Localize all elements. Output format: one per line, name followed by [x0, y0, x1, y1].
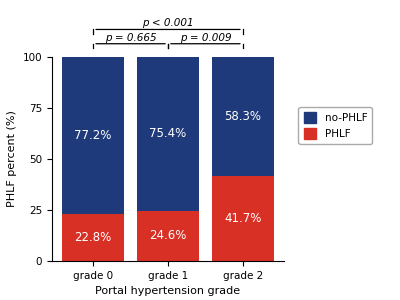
Text: p = 0.009: p = 0.009 — [180, 33, 231, 43]
Bar — [212, 176, 274, 261]
Legend: no-PHLF, PHLF: no-PHLF, PHLF — [298, 107, 372, 144]
Text: p = 0.665: p = 0.665 — [105, 33, 156, 43]
X-axis label: Portal hypertension grade: Portal hypertension grade — [96, 286, 240, 296]
Text: 58.3%: 58.3% — [224, 110, 261, 123]
Text: 41.7%: 41.7% — [224, 212, 262, 225]
Bar — [137, 211, 199, 261]
Bar — [137, 57, 199, 211]
Text: p < 0.001: p < 0.001 — [142, 18, 194, 28]
Bar — [212, 57, 274, 176]
Bar — [62, 57, 124, 214]
Text: 22.8%: 22.8% — [74, 231, 112, 244]
Text: 77.2%: 77.2% — [74, 129, 112, 142]
Y-axis label: PHLF percent (%): PHLF percent (%) — [7, 111, 17, 207]
Text: 24.6%: 24.6% — [149, 230, 187, 242]
Bar — [62, 214, 124, 261]
Text: 75.4%: 75.4% — [149, 128, 187, 140]
